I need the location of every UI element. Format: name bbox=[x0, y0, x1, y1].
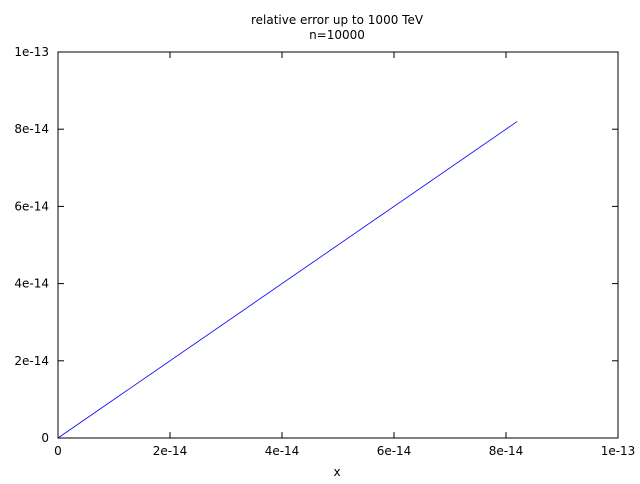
y-tick-label: 4e-14 bbox=[14, 277, 49, 291]
y-tick-label: 1e-13 bbox=[14, 45, 49, 59]
chart-title: relative error up to 1000 TeV bbox=[251, 13, 424, 27]
y-tick-label: 8e-14 bbox=[14, 122, 49, 136]
series-line-0 bbox=[57, 121, 518, 439]
y-tick-label: 2e-14 bbox=[14, 354, 49, 368]
y-tick-label: 0 bbox=[41, 431, 49, 445]
x-tick-label: 4e-14 bbox=[265, 444, 300, 458]
y-tick-label: 6e-14 bbox=[14, 199, 49, 213]
x-tick-label: 0 bbox=[54, 444, 62, 458]
x-tick-label: 2e-14 bbox=[153, 444, 188, 458]
x-axis-label: x bbox=[333, 465, 340, 479]
x-tick-label: 8e-14 bbox=[489, 444, 524, 458]
x-tick-label: 1e-13 bbox=[601, 444, 636, 458]
plot-frame bbox=[57, 51, 619, 439]
chart-subtitle: n=10000 bbox=[309, 28, 365, 42]
x-tick-label: 6e-14 bbox=[377, 444, 412, 458]
